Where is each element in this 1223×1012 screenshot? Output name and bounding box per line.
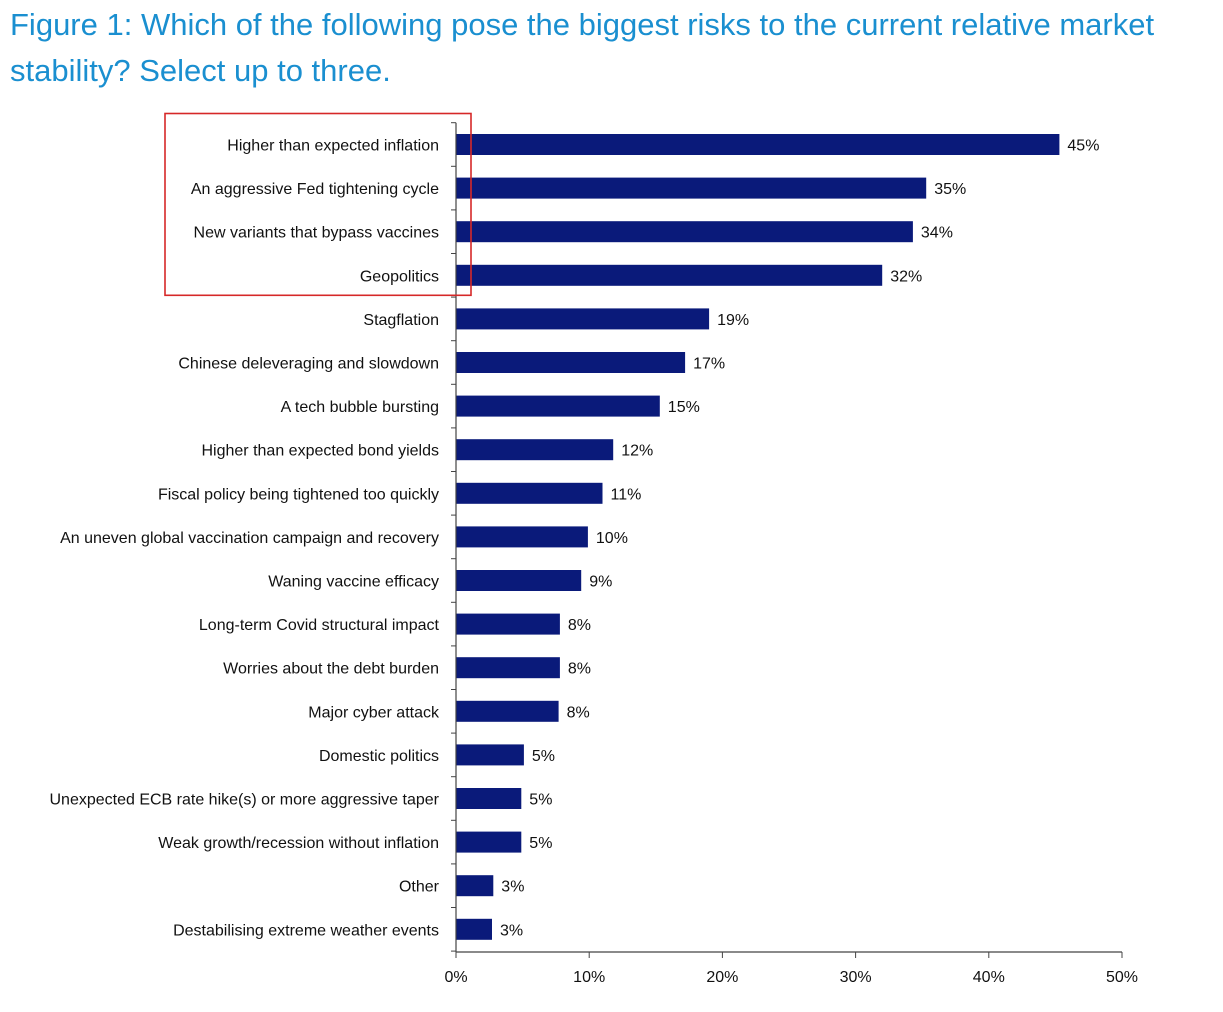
bar-7 bbox=[456, 395, 660, 417]
value-label-12: 8% bbox=[568, 617, 591, 634]
bar-16 bbox=[456, 788, 522, 809]
value-label-8: 12% bbox=[621, 443, 653, 460]
bar-15 bbox=[456, 744, 524, 766]
category-label-8: Higher than expected bond yields bbox=[202, 443, 440, 460]
bar-10 bbox=[456, 526, 588, 548]
axes-group: 0% 10% 20% 30% 40% 50% bbox=[444, 122, 1138, 986]
highlight-group bbox=[164, 112, 472, 297]
value-labels-group: 45% 35% 34% 32% 19% 17% 15% 12% 11% 10% 9% 8% 8% 8% 5%… bbox=[500, 138, 1099, 940]
value-label-6: 17% bbox=[693, 356, 725, 373]
category-label-11: Waning vaccine efficacy bbox=[268, 574, 439, 591]
value-label-2: 35% bbox=[934, 181, 966, 198]
x-tick-label-3: 20% bbox=[706, 969, 738, 986]
value-label-3: 34% bbox=[921, 225, 953, 242]
value-label-13: 8% bbox=[568, 661, 591, 678]
category-label-9: Fiscal policy being tightened too quickl… bbox=[158, 486, 439, 503]
bar-3 bbox=[456, 221, 913, 243]
category-label-6: Chinese deleveraging and slowdown bbox=[178, 356, 439, 373]
category-label-14: Major cyber attack bbox=[308, 704, 440, 721]
x-tick-label-5: 40% bbox=[973, 969, 1005, 986]
category-label-17: Weak growth/recession without inflation bbox=[158, 835, 439, 852]
category-label-4: Geopolitics bbox=[360, 268, 439, 285]
value-label-15: 5% bbox=[532, 748, 555, 765]
bar-19 bbox=[456, 918, 492, 940]
bar-6 bbox=[456, 352, 686, 373]
category-label-16: Unexpected ECB rate hike(s) or more aggr… bbox=[49, 792, 439, 809]
value-label-14: 8% bbox=[567, 704, 590, 721]
category-label-18: Other bbox=[399, 879, 440, 896]
value-label-4: 32% bbox=[890, 268, 922, 285]
bar-1 bbox=[456, 134, 1060, 155]
x-tick-label-6: 50% bbox=[1106, 969, 1138, 986]
category-label-19: Destabilising extreme weather events bbox=[173, 922, 439, 939]
bar-13 bbox=[456, 657, 560, 679]
bar-2 bbox=[456, 177, 927, 199]
value-label-11: 9% bbox=[589, 574, 612, 591]
category-label-3: New variants that bypass vaccines bbox=[194, 225, 439, 242]
category-label-1: Higher than expected inflation bbox=[227, 138, 439, 155]
x-tick-label-1: 0% bbox=[444, 969, 467, 986]
bar-18 bbox=[456, 875, 494, 897]
category-label-5: Stagflation bbox=[363, 312, 439, 329]
bar-12 bbox=[456, 613, 560, 635]
category-labels-group: Higher than expected inflation An aggress… bbox=[49, 138, 440, 940]
category-label-2: An aggressive Fed tightening cycle bbox=[191, 181, 439, 198]
category-label-7: A tech bubble bursting bbox=[281, 399, 439, 416]
value-label-17: 5% bbox=[529, 835, 552, 852]
value-label-18: 3% bbox=[501, 879, 524, 896]
bar-14 bbox=[456, 700, 559, 722]
value-label-10: 10% bbox=[596, 530, 628, 547]
category-label-12: Long-term Covid structural impact bbox=[199, 617, 440, 634]
bar-17 bbox=[456, 831, 522, 853]
value-label-7: 15% bbox=[668, 399, 700, 416]
bar-11 bbox=[456, 570, 582, 591]
value-label-9: 11% bbox=[611, 486, 642, 503]
bar-8 bbox=[456, 439, 614, 461]
x-tick-label-4: 30% bbox=[840, 969, 872, 986]
category-label-10: An uneven global vaccination campaign an… bbox=[60, 530, 439, 547]
value-label-16: 5% bbox=[529, 792, 552, 809]
value-label-19: 3% bbox=[500, 922, 523, 939]
category-label-15: Domestic politics bbox=[319, 748, 439, 765]
bars-group bbox=[456, 134, 1060, 940]
x-tick-label-2: 10% bbox=[573, 969, 605, 986]
bar-5 bbox=[456, 308, 710, 330]
bar-4 bbox=[456, 264, 883, 286]
highlight-box bbox=[164, 112, 472, 297]
bar-9 bbox=[456, 482, 603, 504]
value-label-1: 45% bbox=[1067, 138, 1099, 155]
category-label-13: Worries about the debt burden bbox=[223, 661, 439, 678]
value-label-5: 19% bbox=[717, 312, 749, 329]
chart-title: Figure 1: Which of the following pose th… bbox=[10, 7, 1155, 88]
